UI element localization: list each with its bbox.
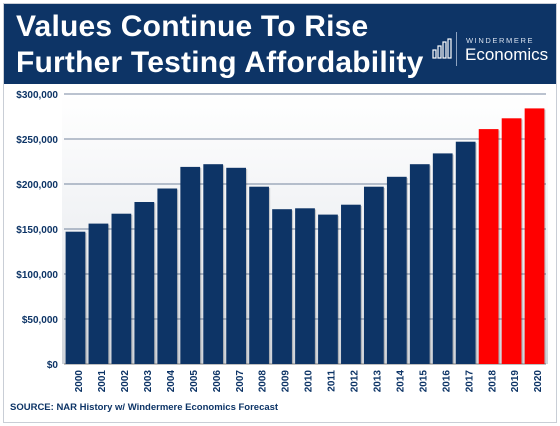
bar-forecast <box>524 108 545 365</box>
x-tick-label: 2010 <box>304 370 315 393</box>
y-tick-label: $0 <box>47 360 59 371</box>
x-tick-label: 2000 <box>74 370 85 393</box>
bar-historical <box>65 231 86 364</box>
logo-wordmark-main: Economics <box>465 45 549 64</box>
title-banner: Values Continue To Rise Further Testing … <box>4 4 556 84</box>
slide-frame <box>3 3 557 423</box>
y-tick-label: $150,000 <box>16 225 58 236</box>
x-tick-label: 2019 <box>510 370 521 393</box>
bar-historical <box>111 213 132 364</box>
x-tick-label: 2016 <box>441 370 452 393</box>
title-line-2: Further Testing Affordability <box>16 46 424 79</box>
x-tick-label: 2003 <box>143 370 154 393</box>
y-tick-label: $100,000 <box>16 270 58 281</box>
bar-historical <box>134 202 155 364</box>
bar-historical <box>226 167 247 364</box>
x-tick-label: 2002 <box>120 370 131 393</box>
x-tick-label: 2018 <box>487 370 498 393</box>
x-tick-label: 2004 <box>166 370 177 393</box>
x-tick-label: 2001 <box>97 370 108 393</box>
x-tick-label: 2006 <box>212 370 223 393</box>
y-tick-label: $50,000 <box>22 315 59 326</box>
bar-historical <box>88 223 109 364</box>
x-tick-label: 2017 <box>464 370 475 393</box>
x-tick-label: 2007 <box>235 370 246 393</box>
x-tick-label: 2020 <box>533 370 544 393</box>
bar-historical <box>295 208 315 364</box>
logo-wordmark-top: WINDERMERE <box>466 36 535 45</box>
bar-historical <box>363 186 384 364</box>
x-tick-label: 2013 <box>372 370 383 393</box>
bar-historical <box>318 214 338 364</box>
bar-historical <box>180 166 201 364</box>
bar-historical <box>409 164 430 364</box>
bar-historical <box>272 209 292 364</box>
title-line-1: Values Continue To Rise <box>16 10 369 43</box>
y-tick-label: $250,000 <box>16 135 58 146</box>
x-tick-label: 2009 <box>281 370 292 393</box>
bar-historical <box>157 188 178 364</box>
x-tick-label: 2014 <box>395 370 406 393</box>
y-tick-label: $300,000 <box>16 90 58 101</box>
x-tick-label: 2012 <box>350 370 361 393</box>
x-tick-label: 2011 <box>327 370 338 392</box>
bar-historical <box>455 141 476 364</box>
bar-historical <box>249 186 269 364</box>
x-tick-label: 2005 <box>189 370 200 393</box>
y-tick-label: $200,000 <box>16 180 58 191</box>
source-note: SOURCE: NAR History w/ Windermere Econom… <box>10 402 279 413</box>
x-tick-label: 2008 <box>258 370 269 393</box>
building-chart-icon <box>432 38 452 59</box>
bar-historical <box>341 204 361 364</box>
bar-historical <box>432 153 453 364</box>
windermere-logo: WINDERMERE Economics <box>432 32 552 68</box>
bar-historical <box>386 176 407 364</box>
bar-historical <box>203 164 224 364</box>
bar-forecast <box>478 129 499 364</box>
bar-forecast <box>501 118 522 364</box>
logo-divider <box>456 32 457 66</box>
x-tick-label: 2015 <box>418 370 429 393</box>
